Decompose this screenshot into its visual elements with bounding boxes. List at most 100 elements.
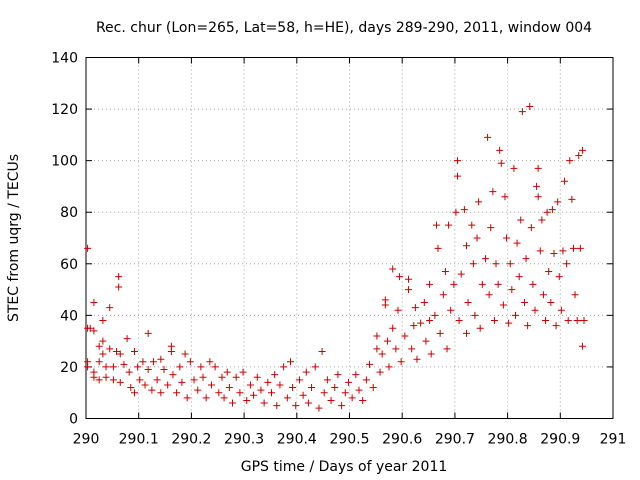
data-point [401, 332, 409, 340]
data-point [439, 291, 447, 299]
data-point [199, 373, 207, 381]
data-point [130, 347, 138, 355]
data-point [533, 182, 541, 190]
data-point [257, 386, 265, 394]
data-point [392, 345, 400, 353]
data-point [580, 317, 588, 325]
data-point [534, 193, 542, 201]
data-point [292, 402, 300, 410]
data-point [223, 368, 231, 376]
data-point [99, 317, 107, 325]
data-point [173, 389, 181, 397]
data-point [84, 363, 92, 371]
y-tick-label: 40 [60, 308, 78, 324]
data-point [505, 319, 513, 327]
data-point [95, 342, 103, 350]
data-point [250, 391, 258, 399]
data-point [396, 273, 404, 281]
data-point [405, 275, 413, 283]
data-point [181, 350, 189, 358]
data-point [460, 206, 468, 214]
data-point [555, 273, 563, 281]
data-point [431, 311, 439, 319]
data-point [260, 399, 268, 407]
data-point [512, 311, 520, 319]
data-point [86, 324, 94, 332]
data-point [341, 389, 349, 397]
data-point [125, 368, 133, 376]
data-point [517, 216, 525, 224]
data-point [496, 146, 504, 154]
data-point [513, 239, 521, 247]
data-point [389, 265, 397, 273]
data-point [497, 159, 505, 167]
data-point [564, 317, 572, 325]
data-point [452, 208, 460, 216]
data-point [576, 244, 584, 252]
x-tick-label: 290 [73, 432, 100, 448]
data-point [489, 188, 497, 196]
grid [86, 57, 613, 419]
data-point [524, 322, 532, 330]
x-tick-label: 290.2 [171, 432, 211, 448]
data-point [123, 335, 131, 343]
data-point [481, 255, 489, 263]
data-point [157, 355, 165, 363]
data-point [468, 221, 476, 229]
y-axis-label: STEC from uqrg / TECUs [6, 154, 22, 322]
data-point [109, 363, 117, 371]
data-point [445, 221, 453, 229]
data-point [304, 399, 312, 407]
y-tick-label: 60 [60, 257, 78, 273]
data-point [518, 108, 526, 116]
data-point [426, 317, 434, 325]
data-point [236, 389, 244, 397]
data-point [215, 389, 223, 397]
data-point [148, 386, 156, 394]
data-point [490, 317, 498, 325]
data-point [190, 376, 198, 384]
data-point [286, 358, 294, 366]
data-point [571, 291, 579, 299]
data-point [450, 280, 458, 288]
data-point [411, 304, 419, 312]
data-point [545, 268, 553, 276]
data-point [178, 378, 186, 386]
data-point [527, 224, 535, 232]
data-point [389, 324, 397, 332]
data-point [99, 337, 107, 345]
data-point [90, 373, 98, 381]
data-point [130, 389, 138, 397]
data-point [106, 304, 114, 312]
data-point [441, 268, 449, 276]
data-point [308, 384, 316, 392]
data-point [218, 373, 226, 381]
data-point [169, 371, 177, 379]
data-point [559, 247, 567, 255]
data-point [90, 298, 98, 306]
data-point [176, 363, 184, 371]
y-tick-label: 0 [69, 412, 78, 428]
data-point [578, 146, 586, 154]
data-point [134, 363, 142, 371]
data-point [394, 306, 402, 314]
data-point [102, 373, 110, 381]
data-point [359, 396, 367, 404]
data-point [280, 363, 288, 371]
data-point [381, 301, 389, 309]
data-point [457, 270, 465, 278]
data-point [522, 255, 530, 263]
data-point [554, 198, 562, 206]
data-point [207, 381, 215, 389]
data-point [283, 394, 291, 402]
data-point [478, 280, 486, 288]
x-axis-label: GPS time / Days of year 2011 [241, 459, 448, 475]
data-point [503, 234, 511, 242]
data-point [434, 244, 442, 252]
data-point [506, 260, 514, 268]
data-point [264, 378, 272, 386]
data-point [492, 260, 500, 268]
data-point [376, 368, 384, 376]
data-point [373, 345, 381, 353]
